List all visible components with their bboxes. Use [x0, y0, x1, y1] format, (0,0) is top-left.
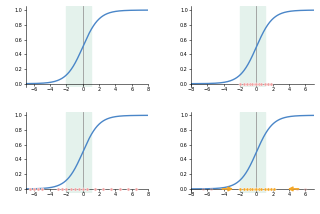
- Point: [60, 187, 65, 191]
- Bar: [67, 112, 91, 193]
- Point: [125, 187, 130, 191]
- Point: [35, 187, 40, 191]
- Point: [247, 82, 252, 85]
- Point: [80, 187, 85, 191]
- Point: [252, 187, 257, 191]
- Point: [27, 187, 32, 191]
- Point: [265, 187, 270, 191]
- Point: [242, 82, 247, 85]
- Point: [303, 187, 308, 191]
- Point: [133, 187, 139, 191]
- Point: [201, 187, 206, 191]
- Point: [295, 187, 300, 191]
- Point: [56, 187, 61, 191]
- Point: [72, 187, 77, 191]
- Point: [209, 187, 214, 191]
- Point: [262, 187, 267, 191]
- Point: [262, 82, 267, 85]
- Point: [117, 187, 122, 191]
- Point: [252, 82, 257, 85]
- Point: [265, 82, 270, 85]
- Point: [254, 82, 259, 85]
- Point: [31, 187, 36, 191]
- Point: [101, 187, 106, 191]
- Point: [109, 187, 114, 191]
- Point: [237, 187, 243, 191]
- Point: [237, 82, 243, 85]
- Point: [242, 187, 247, 191]
- Point: [259, 82, 264, 85]
- Point: [250, 82, 255, 85]
- Point: [76, 187, 81, 191]
- Point: [64, 187, 69, 191]
- Point: [68, 187, 73, 191]
- Point: [256, 187, 261, 191]
- Point: [244, 82, 249, 85]
- Point: [92, 187, 98, 191]
- Point: [268, 187, 274, 191]
- Point: [244, 187, 249, 191]
- Bar: [240, 6, 265, 87]
- Point: [256, 82, 261, 85]
- Point: [259, 187, 264, 191]
- Point: [84, 187, 89, 191]
- Point: [250, 187, 255, 191]
- Point: [39, 187, 44, 191]
- Bar: [240, 112, 265, 193]
- Point: [268, 82, 274, 85]
- Point: [272, 187, 277, 191]
- Bar: [67, 6, 91, 87]
- Point: [247, 187, 252, 191]
- Point: [254, 187, 259, 191]
